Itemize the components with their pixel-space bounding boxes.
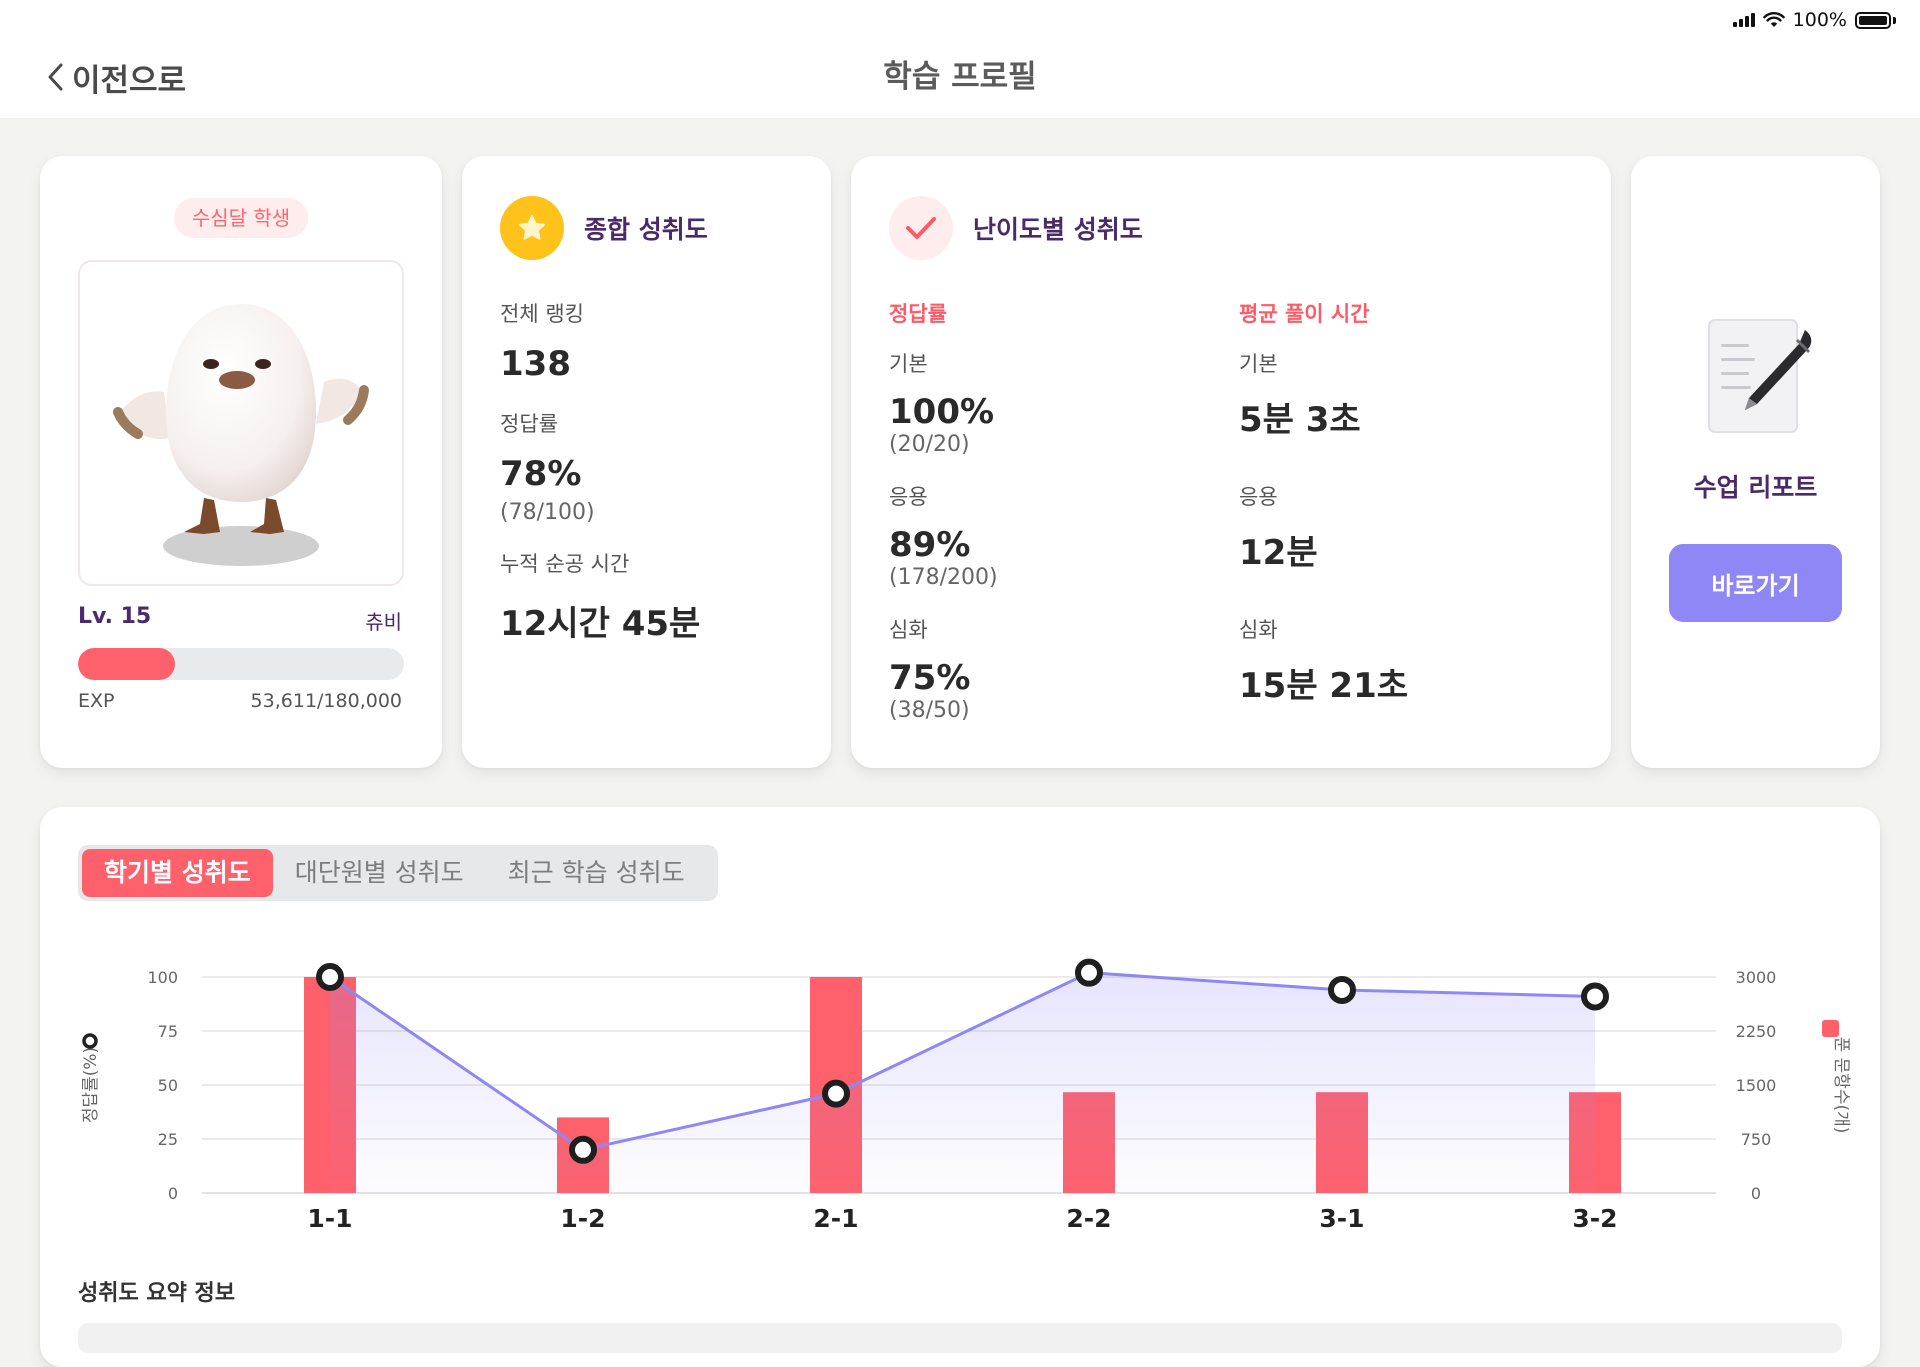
difficulty-card-title: 난이도별 성취도 <box>973 215 1143 244</box>
overall-card-header: 종합 성취도 <box>500 196 708 260</box>
ranking-value: 138 <box>500 344 571 384</box>
line-point-1-2 <box>569 1135 597 1164</box>
x-tick-label: 1-1 <box>307 1204 352 1233</box>
y2-axis-title: 푼 문항수(개) <box>1831 1037 1851 1134</box>
advanced-accuracy-detail: (38/50) <box>889 698 970 723</box>
overall-card-title: 종합 성취도 <box>584 215 708 244</box>
checkmark-icon <box>889 196 953 260</box>
advanced-time-label: 심화 <box>1239 618 1278 642</box>
back-button-label: 이전으로 <box>72 62 187 99</box>
difficulty-achievement-card: 난이도별 성취도 정답률 평균 풀이 시간 기본 100% (20/20) 기본… <box>851 156 1611 768</box>
report-document-icon <box>1708 319 1812 433</box>
line-point-2-1 <box>822 1079 850 1108</box>
basic-accuracy-detail: (20/20) <box>889 432 970 457</box>
y-tick-label: 0 <box>168 1184 178 1203</box>
accuracy-detail: (78/100) <box>500 500 595 525</box>
accuracy-line <box>329 971 1596 1152</box>
study-time-value: 12시간 45분 <box>500 604 701 644</box>
line-point-3-1 <box>1328 975 1356 1004</box>
x-tick-label: 1-2 <box>560 1204 605 1233</box>
overall-achievement-card: 종합 성취도 전체 랭킹 138 정답률 78% (78/100) 누적 순공 … <box>462 156 831 768</box>
profile-card: 수심달 학생 Lv. 15 츄비 EXP 53,611/180,000 <box>40 156 442 768</box>
y2-axis-bar-marker <box>1822 1020 1839 1037</box>
class-report-card: 수업 리포트 바로가기 <box>1631 156 1880 768</box>
avg-time-column-header: 평균 풀이 시간 <box>1239 302 1370 326</box>
report-title: 수업 리포트 <box>1693 473 1818 502</box>
accuracy-column-header: 정답률 <box>889 302 947 326</box>
student-badge: 수심달 학생 <box>174 198 308 238</box>
applied-accuracy: 89% <box>889 525 971 565</box>
line-point-3-2 <box>1581 982 1609 1011</box>
applied-avg-time: 12분 <box>1239 533 1318 573</box>
basic-avg-time: 5분 3초 <box>1239 400 1361 440</box>
exp-progress-bar <box>78 648 404 680</box>
exp-label: EXP <box>78 690 115 712</box>
y-tick-label: 75 <box>158 1022 178 1041</box>
duck-character-illustration <box>113 304 369 566</box>
page-title: 학습 프로필 <box>883 59 1037 95</box>
tab-recent-achievement[interactable]: 최근 학습 성취도 <box>507 858 685 887</box>
ranking-label: 전체 랭킹 <box>500 302 584 326</box>
exp-value: 53,611/180,000 <box>250 690 402 712</box>
y-axis-line-marker <box>82 1033 98 1049</box>
character-name: 츄비 <box>365 610 402 634</box>
applied-label: 응용 <box>889 485 928 509</box>
advanced-accuracy: 75% <box>889 658 971 698</box>
chart-card: 학기별 성취도 대단원별 성취도 최근 학습 성취도 0 25 50 75 100 0 75… <box>40 807 1880 1367</box>
back-button[interactable]: 이전으로 <box>44 52 186 102</box>
line-point-2-2 <box>1075 958 1103 987</box>
star-icon <box>500 196 564 260</box>
cellular-signal-icon <box>1732 13 1755 27</box>
summary-panel <box>78 1323 1842 1353</box>
basic-time-label: 기본 <box>1239 352 1278 376</box>
advanced-label: 심화 <box>889 618 928 642</box>
y2-tick-label: 3000 <box>1736 968 1777 987</box>
accuracy-value: 78% <box>500 454 582 494</box>
advanced-avg-time: 15분 21초 <box>1239 666 1409 706</box>
character-image <box>78 260 404 586</box>
y-tick-label: 50 <box>158 1076 178 1095</box>
applied-time-label: 응용 <box>1239 485 1278 509</box>
accuracy-label: 정답률 <box>500 412 558 436</box>
basic-accuracy: 100% <box>889 392 995 432</box>
level-label: Lv. 15 <box>78 604 152 629</box>
line-point-1-1 <box>316 963 344 991</box>
line-area-fill <box>330 972 1595 1193</box>
achievement-chart: 0 25 50 75 100 0 750 1500 2250 3000 정답률(%) 푼 문항수(개)… <box>81 958 1851 1233</box>
y2-tick-label: 2250 <box>1736 1022 1777 1041</box>
top-bar: 100% 이전으로 학습 프로필 <box>0 0 1920 118</box>
y-axis-title: 정답률(%) <box>81 1047 101 1123</box>
x-tick-label: 3-1 <box>1319 1204 1364 1233</box>
y2-tick-label: 1500 <box>1736 1076 1777 1095</box>
y-tick-label: 100 <box>147 968 178 987</box>
exp-progress-fill <box>78 648 176 680</box>
tab-semester-achievement[interactable]: 학기별 성취도 <box>82 849 273 897</box>
status-bar: 100% <box>1732 6 1896 34</box>
basic-label: 기본 <box>889 352 928 376</box>
x-tick-label: 3-2 <box>1572 1204 1617 1233</box>
battery-icon <box>1855 11 1891 29</box>
go-to-report-button[interactable]: 바로가기 <box>1669 544 1842 622</box>
battery-percentage: 100% <box>1792 9 1847 31</box>
y2-tick-label: 0 <box>1751 1184 1761 1203</box>
x-tick-label: 2-2 <box>1066 1204 1111 1233</box>
chart-tabs: 학기별 성취도 대단원별 성취도 최근 학습 성취도 <box>78 845 718 901</box>
x-tick-label: 2-1 <box>813 1204 858 1233</box>
chevron-left-icon <box>48 63 63 91</box>
wifi-icon <box>1762 12 1785 27</box>
study-time-label: 누적 순공 시간 <box>500 552 630 576</box>
tab-unit-achievement[interactable]: 대단원별 성취도 <box>294 858 464 887</box>
y-tick-label: 25 <box>158 1130 178 1149</box>
applied-accuracy-detail: (178/200) <box>889 565 998 590</box>
summary-section-title: 성취도 요약 정보 <box>78 1281 235 1306</box>
y2-tick-label: 750 <box>1741 1130 1772 1149</box>
difficulty-card-header: 난이도별 성취도 <box>889 196 1143 260</box>
